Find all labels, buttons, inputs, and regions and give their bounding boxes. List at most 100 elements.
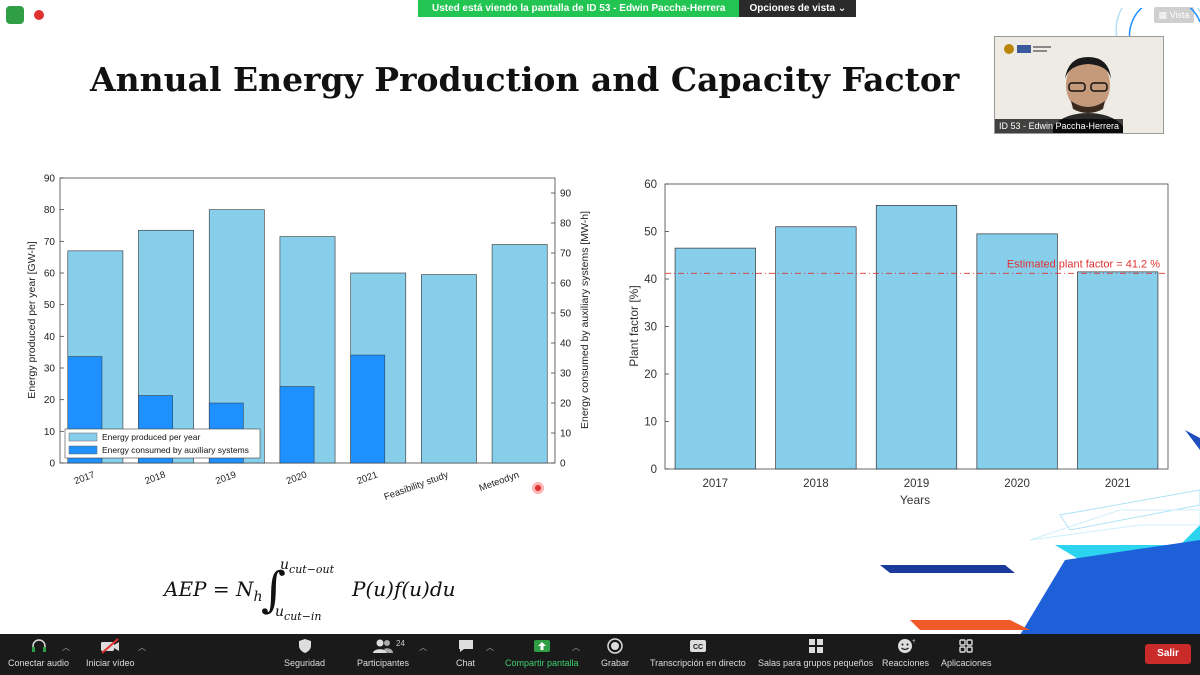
x-tick-label: Meteodyn <box>478 469 521 494</box>
bar-produced <box>421 274 477 464</box>
y-tick-label: 70 <box>44 237 56 248</box>
start-video-label: Iniciar vídeo <box>86 658 135 668</box>
svg-text:+: + <box>912 638 915 645</box>
shield-icon <box>298 639 311 653</box>
apps-button[interactable]: Aplicaciones <box>941 638 992 668</box>
grid-icon: ▦ <box>1158 10 1168 20</box>
headphones-icon <box>31 639 46 652</box>
apps-icon <box>959 639 973 653</box>
x-tick-label: 2021 <box>1105 478 1131 490</box>
live-transcript-button[interactable]: CC Transcripción en directo <box>650 638 746 668</box>
x-tick-label: Feasibility study <box>383 469 451 503</box>
chart1-y-axis-label-right: Energy consumed by auxiliary systems [MW… <box>579 211 590 429</box>
reactions-label: Reacciones <box>882 658 930 668</box>
y-tick-label-right: 60 <box>560 279 572 290</box>
bar-plant-factor <box>775 226 857 470</box>
reactions-button[interactable]: + Reacciones <box>882 638 929 668</box>
meeting-toolbar: Conectar audio ︿ Iniciar vídeo ︿ Segurid… <box>0 634 1200 675</box>
participants-count-badge: 24 <box>396 639 405 648</box>
participant-video-thumbnail[interactable]: ID 53 - Edwin Paccha-Herrera <box>994 36 1164 134</box>
x-tick-label: 2017 <box>73 469 97 487</box>
video-options-caret-icon[interactable]: ︿ <box>138 643 146 652</box>
reference-line-label: Estimated plant factor = 41.2 % <box>1007 258 1160 270</box>
share-screen-label: Compartir pantalla <box>505 658 579 668</box>
breakout-rooms-label: Salas para grupos pequeños <box>758 658 874 668</box>
closed-captions-icon: CC <box>689 640 706 652</box>
x-tick-label: 2018 <box>803 478 829 490</box>
y-tick-label-right: 0 <box>560 459 566 470</box>
share-banner-text: Usted está viendo la pantalla de ID 53 -… <box>418 0 740 17</box>
y-tick-label: 20 <box>44 395 56 406</box>
y-tick-label: 10 <box>44 427 56 438</box>
security-shield-icon[interactable] <box>6 6 24 24</box>
record-button[interactable]: Grabar <box>601 638 629 668</box>
share-options-caret-icon[interactable]: ︿ <box>572 643 580 652</box>
y-tick-label-right: 70 <box>560 249 572 260</box>
bar-plant-factor <box>1077 271 1159 470</box>
share-screen-icon <box>533 640 550 652</box>
view-options-button[interactable]: Opciones de vista ⌄ <box>739 0 857 17</box>
x-tick-label: 2019 <box>904 478 930 490</box>
y-tick-label-right: 40 <box>560 339 572 350</box>
bar-plant-factor <box>875 205 958 470</box>
start-video-button[interactable]: Iniciar vídeo <box>86 638 135 668</box>
participants-label: Participantes <box>357 658 410 668</box>
y-tick-label: 60 <box>644 179 657 191</box>
view-mode-button[interactable]: ▦ Vista <box>1154 7 1194 23</box>
participants-icon <box>373 639 394 653</box>
slide-decoration-bottom-right <box>880 430 1200 635</box>
chart1-y-axis-label-left: Energy produced per year [GW-h] <box>26 241 38 398</box>
recording-indicator-icon <box>34 10 44 20</box>
view-options-label: Opciones de vista <box>749 3 836 14</box>
bar-plant-factor <box>674 247 756 470</box>
y-tick-label: 30 <box>644 322 657 334</box>
y-tick-label: 0 <box>651 464 657 476</box>
x-tick-label: 2021 <box>356 469 380 487</box>
x-tick-label: 2019 <box>214 469 238 487</box>
formula-lower-limit: u <box>275 604 285 620</box>
bar-consumed <box>279 386 315 464</box>
bar-produced <box>491 244 548 464</box>
y-tick-label: 50 <box>644 227 657 239</box>
video-off-icon <box>101 638 120 654</box>
bar-consumed <box>350 354 386 464</box>
participants-button[interactable]: Participantes <box>357 638 409 668</box>
breakout-rooms-button[interactable]: Salas para grupos pequeños <box>758 638 873 668</box>
breakout-rooms-icon <box>808 639 823 653</box>
chart1-legend: Energy produced per year Energy consumed… <box>64 428 261 459</box>
chat-label: Chat <box>456 658 476 668</box>
x-tick-label: 2017 <box>703 478 729 490</box>
x-tick-label: 2020 <box>1004 478 1030 490</box>
y-tick-label-right: 20 <box>560 399 572 410</box>
y-tick-label-right: 90 <box>560 189 572 200</box>
plant-factor-chart: 0 10 20 30 40 50 60 2017 2018 2019 2020 2021 Estim… <box>627 179 1169 507</box>
smiley-icon: + <box>897 638 915 653</box>
audio-options-caret-icon[interactable]: ︿ <box>62 643 70 652</box>
chat-button[interactable]: Chat <box>456 638 475 668</box>
apps-label: Aplicaciones <box>941 658 992 668</box>
join-audio-button[interactable]: Conectar audio <box>8 638 69 668</box>
security-button[interactable]: Seguridad <box>284 638 325 668</box>
security-label: Seguridad <box>284 658 326 668</box>
chat-bubble-icon <box>458 640 473 652</box>
y-tick-label-right: 10 <box>560 429 572 440</box>
y-tick-label: 60 <box>44 269 56 280</box>
x-tick-label: 2018 <box>143 469 167 487</box>
participants-options-caret-icon[interactable]: ︿ <box>419 643 427 652</box>
y-tick-label: 80 <box>44 205 56 216</box>
y-tick-label: 10 <box>644 417 657 429</box>
y-tick-label: 40 <box>44 332 56 343</box>
formula-lhs: AEP = N <box>164 577 254 601</box>
share-screen-button[interactable]: Compartir pantalla <box>505 638 579 668</box>
screen-share-banner: Usted está viendo la pantalla de ID 53 -… <box>418 0 857 17</box>
join-audio-label: Conectar audio <box>8 658 70 668</box>
formula-integrand: P(u)f(u)du <box>352 577 456 601</box>
formula-lower-limit-subscript: cut−in <box>284 609 322 623</box>
leave-meeting-button[interactable]: Salir <box>1145 644 1191 664</box>
aep-formula: AEP = Nh ∫ ucut−out ucut−in P(u)f(u)du <box>160 557 490 630</box>
chart2-y-axis-label: Plant factor [%] <box>627 285 641 366</box>
chat-options-caret-icon[interactable]: ︿ <box>486 643 494 652</box>
university-logo-icon <box>1004 44 1051 54</box>
legend-label-consumed: Energy consumed by auxiliary systems <box>102 445 249 455</box>
